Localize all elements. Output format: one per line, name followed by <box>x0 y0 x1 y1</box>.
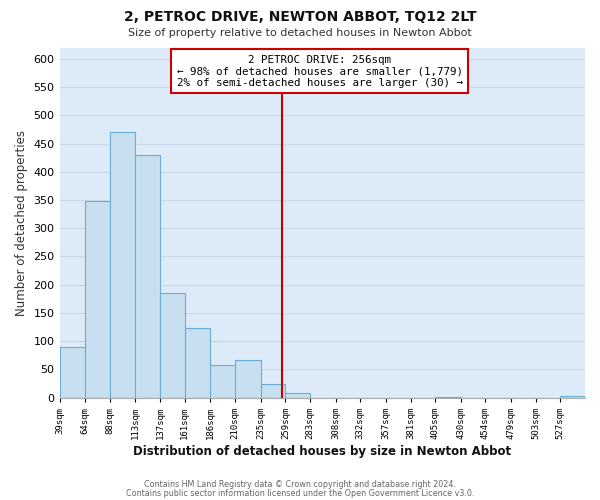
Bar <box>211 366 235 398</box>
Bar <box>85 201 110 398</box>
Y-axis label: Number of detached properties: Number of detached properties <box>15 130 28 316</box>
Bar <box>560 396 585 398</box>
Bar <box>260 384 286 398</box>
Text: Contains public sector information licensed under the Open Government Licence v3: Contains public sector information licen… <box>126 488 474 498</box>
Bar <box>235 360 260 398</box>
Text: Contains HM Land Registry data © Crown copyright and database right 2024.: Contains HM Land Registry data © Crown c… <box>144 480 456 489</box>
Bar <box>185 328 211 398</box>
Bar <box>160 293 185 398</box>
Bar <box>59 347 85 398</box>
Bar <box>110 132 136 398</box>
Text: 2, PETROC DRIVE, NEWTON ABBOT, TQ12 2LT: 2, PETROC DRIVE, NEWTON ABBOT, TQ12 2LT <box>124 10 476 24</box>
X-axis label: Distribution of detached houses by size in Newton Abbot: Distribution of detached houses by size … <box>133 444 511 458</box>
Bar <box>286 393 310 398</box>
Bar <box>136 155 160 398</box>
Bar <box>435 396 461 398</box>
Text: Size of property relative to detached houses in Newton Abbot: Size of property relative to detached ho… <box>128 28 472 38</box>
Text: 2 PETROC DRIVE: 256sqm
← 98% of detached houses are smaller (1,779)
2% of semi-d: 2 PETROC DRIVE: 256sqm ← 98% of detached… <box>176 54 463 88</box>
